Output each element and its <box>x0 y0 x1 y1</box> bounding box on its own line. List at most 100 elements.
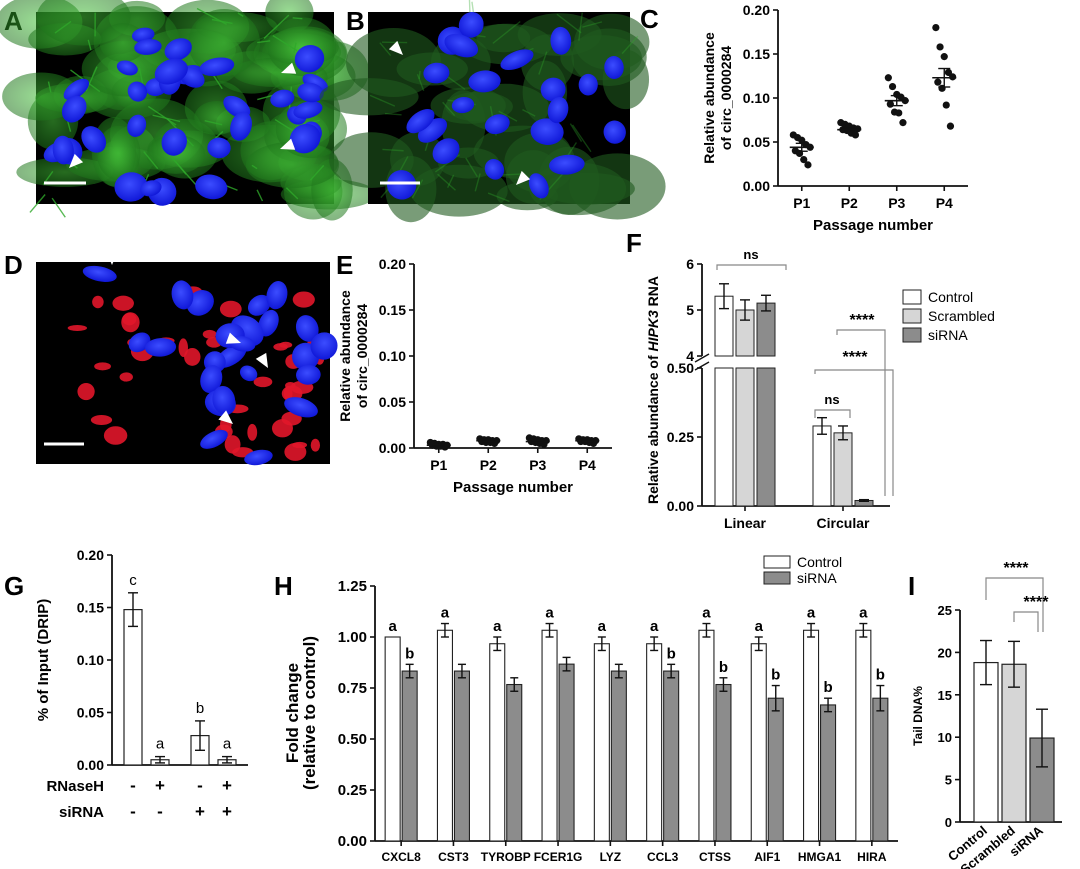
bar <box>646 643 663 842</box>
y-tick-label: 0.10 <box>743 90 770 106</box>
group-letter: b <box>196 700 204 717</box>
bar <box>750 643 767 842</box>
arrowhead-marker <box>106 251 118 265</box>
legend-swatch <box>763 571 791 585</box>
y-tick-label: 25 <box>938 603 952 618</box>
legend-swatch <box>902 327 922 343</box>
red-puncta <box>271 419 293 438</box>
data-point <box>895 109 903 117</box>
significance-label: **** <box>1024 594 1050 611</box>
y-tick-label: 0.05 <box>77 705 104 721</box>
data-point <box>942 101 950 109</box>
red-puncta <box>92 295 104 309</box>
x-tick-label: P2 <box>841 195 858 211</box>
y-tick-label: 0.75 <box>338 680 367 697</box>
red-puncta <box>121 312 140 333</box>
bar <box>756 367 776 507</box>
significance-bracket <box>814 409 851 418</box>
nucleus <box>578 73 598 96</box>
arrowhead-marker <box>255 352 268 368</box>
green-filament <box>251 164 258 170</box>
group-letter: a <box>650 618 659 635</box>
y-axis-label-line: (relative to control) <box>300 636 319 790</box>
arrowhead-marker <box>516 170 531 185</box>
data-point <box>804 161 812 169</box>
y-axis-label-line: of circ_0000284 <box>718 46 734 151</box>
y-tick-label: 20 <box>938 645 952 660</box>
nucleus <box>270 89 295 108</box>
nucleus <box>406 109 435 134</box>
y-tick-label: 1.00 <box>338 629 367 646</box>
panel-letter-i: I <box>908 571 915 601</box>
green-filament <box>263 14 290 39</box>
bar <box>593 643 610 842</box>
green-filament <box>465 157 478 178</box>
group-letter: c <box>129 572 137 589</box>
green-filament <box>379 42 392 56</box>
green-filament <box>29 194 46 213</box>
x-tick-label: CCL3 <box>647 850 679 864</box>
red-puncta <box>310 438 321 452</box>
green-filament <box>47 81 52 93</box>
red-puncta <box>292 441 308 449</box>
x-tick-label: CTSS <box>699 850 731 864</box>
x-tick-label: P3 <box>888 195 905 211</box>
bar <box>506 683 523 842</box>
data-point <box>888 82 897 91</box>
bar <box>855 629 872 842</box>
y-tick-label: 6 <box>686 256 694 272</box>
green-filament <box>51 197 66 218</box>
green-filament <box>437 173 456 191</box>
group-letter: a <box>441 605 450 622</box>
x-tick-label: CST3 <box>438 850 469 864</box>
data-point <box>936 43 944 51</box>
green-filament <box>446 75 466 90</box>
red-puncta <box>279 341 293 349</box>
green-cytoskeleton-signal <box>96 125 141 181</box>
red-puncta <box>219 300 242 318</box>
bar <box>558 663 575 842</box>
micrograph-d <box>36 251 338 466</box>
significance-bracket <box>985 577 1044 632</box>
green-filament <box>474 173 481 192</box>
green-cytoskeleton-signal <box>574 13 650 71</box>
nucleus <box>63 78 90 101</box>
data-point <box>899 119 907 127</box>
data-point <box>946 122 955 130</box>
x-tick-label: AIF1 <box>754 850 780 864</box>
green-filament <box>292 17 303 20</box>
y-axis-label-part: RNA <box>645 276 661 310</box>
legend-label: siRNA <box>797 570 837 586</box>
y-axis-label-part: HIPK3 <box>645 310 661 351</box>
green-filament <box>487 192 510 203</box>
data-point <box>949 73 957 81</box>
green-filament <box>257 40 271 44</box>
group-letter: a <box>598 618 607 635</box>
data-point <box>940 53 948 61</box>
red-puncta <box>67 324 88 331</box>
data-point <box>851 131 860 139</box>
y-axis-label-line: % of Input (DRIP) <box>35 599 52 721</box>
nucleus <box>244 449 273 466</box>
y-tick-label: 0.00 <box>77 757 104 773</box>
green-filament <box>538 51 548 75</box>
data-point <box>884 74 892 82</box>
green-filament <box>204 119 223 126</box>
panel-letter-c: C <box>640 4 659 34</box>
bar <box>714 367 734 507</box>
bar <box>767 697 784 842</box>
green-filament <box>572 124 592 153</box>
nucleus <box>154 58 188 85</box>
significance-label: **** <box>843 349 869 366</box>
green-filament <box>285 187 299 200</box>
nucleus <box>310 332 338 360</box>
green-filament <box>369 94 396 107</box>
red-puncta <box>253 376 273 388</box>
green-filament <box>293 42 297 53</box>
green-filament <box>492 20 521 44</box>
row-value: + <box>195 802 205 821</box>
x-tick-label: FCER1G <box>534 850 583 864</box>
x-tick-label: P2 <box>480 457 497 473</box>
y-tick-label: 5 <box>945 773 952 788</box>
